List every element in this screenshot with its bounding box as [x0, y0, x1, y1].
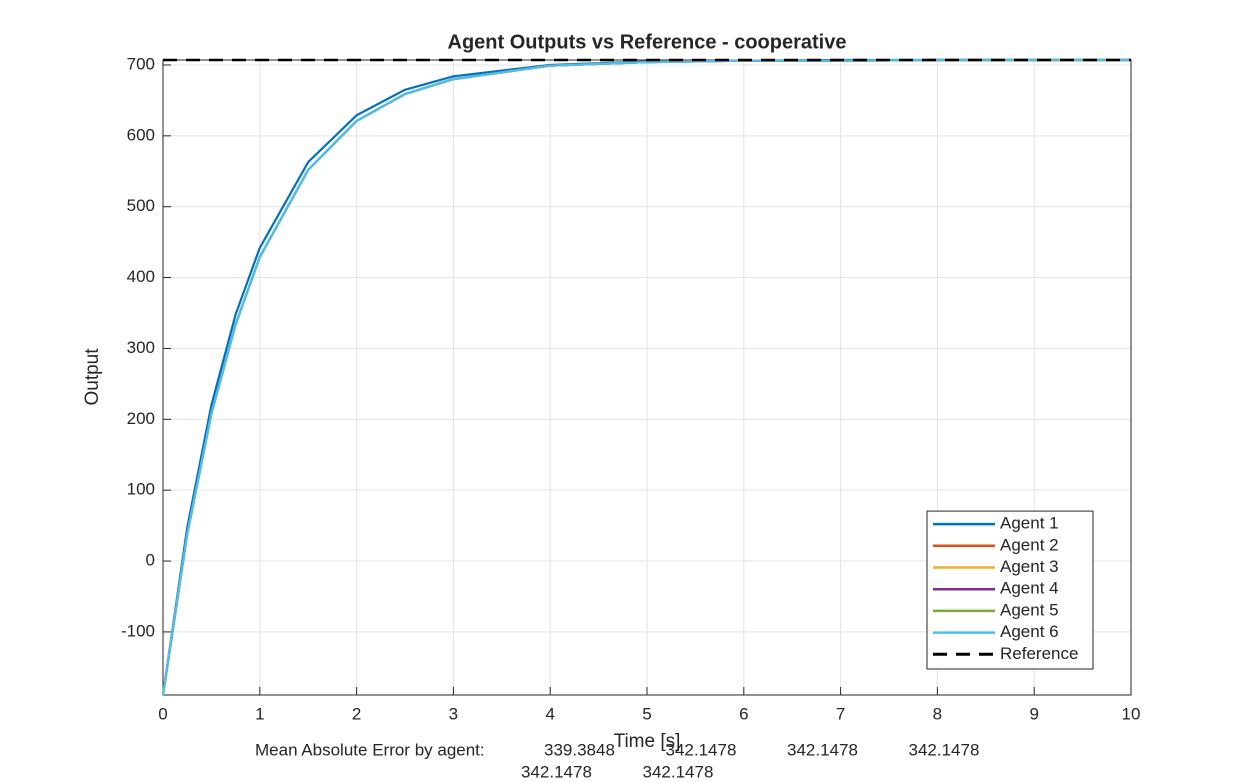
x-tick-label: 5 [642, 704, 651, 723]
x-tick-label: 10 [1122, 704, 1141, 723]
chart-title: Agent Outputs vs Reference - cooperative [448, 31, 847, 53]
annotation-value: 342.1478 [787, 740, 858, 759]
legend-label: Agent 2 [1000, 535, 1059, 554]
y-tick-label: 100 [127, 480, 155, 499]
legend-label: Agent 6 [1000, 622, 1059, 641]
x-tick-label: 8 [933, 704, 942, 723]
annotation-value: 339.3848 [544, 740, 615, 759]
y-axis-label: Output [82, 348, 103, 406]
y-tick-label: 700 [127, 54, 155, 73]
x-tick-label: 0 [158, 704, 167, 723]
x-tick-label: 1 [255, 704, 264, 723]
y-tick-label: 200 [127, 409, 155, 428]
y-tick-label: 600 [127, 125, 155, 144]
x-tick-label: 6 [739, 704, 748, 723]
y-tick-label: 300 [127, 338, 155, 357]
x-axis-label: Time [s] [614, 731, 681, 752]
x-tick-label: 2 [352, 704, 361, 723]
annotation-value: 342.1478 [521, 762, 592, 781]
y-tick-label: -100 [121, 621, 155, 640]
x-tick-label: 7 [836, 704, 845, 723]
annotation-value: 342.1478 [643, 762, 714, 781]
x-tick-label: 4 [545, 704, 554, 723]
x-tick-label: 3 [449, 704, 458, 723]
annotation-value: 342.1478 [666, 740, 737, 759]
y-tick-label: 400 [127, 267, 155, 286]
x-tick-label: 9 [1029, 704, 1038, 723]
legend-label: Reference [1000, 644, 1078, 663]
y-tick-label: 500 [127, 196, 155, 215]
legend-label: Agent 3 [1000, 557, 1059, 576]
legend-label: Agent 5 [1000, 600, 1059, 619]
annotation-label: Mean Absolute Error by agent: [255, 740, 485, 759]
legend-label: Agent 4 [1000, 579, 1059, 598]
annotation-value: 342.1478 [909, 740, 980, 759]
legend-label: Agent 1 [1000, 514, 1059, 533]
y-tick-label: 0 [146, 551, 155, 570]
